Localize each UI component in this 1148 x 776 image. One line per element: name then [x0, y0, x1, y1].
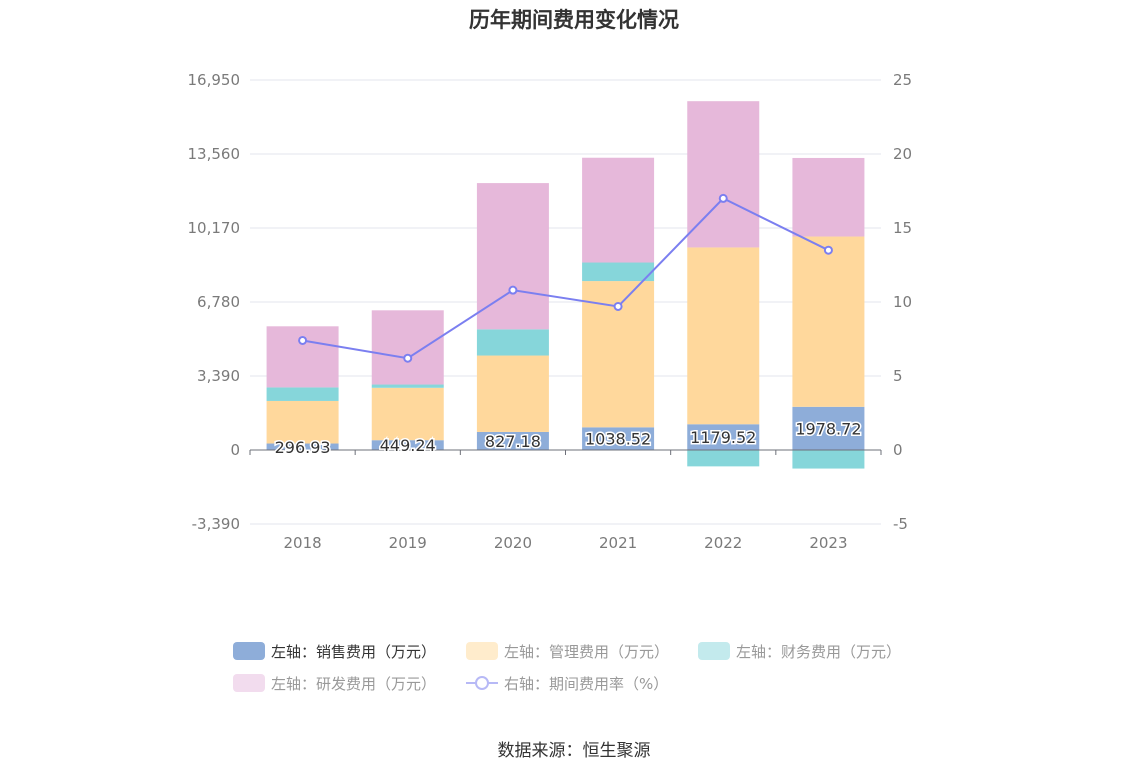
data-label: 1179.52: [690, 428, 756, 447]
bar-segment: [476, 329, 549, 356]
category-label: 2020: [494, 534, 532, 552]
data-source: 数据来源：恒生聚源: [497, 741, 651, 761]
data-label: 296.93: [275, 438, 331, 457]
legend-swatch: [233, 642, 265, 660]
bar-segment: [687, 247, 760, 425]
legend-label: 左轴：财务费用（万元）: [736, 643, 901, 661]
legend-swatch: [698, 642, 730, 660]
left-axis-tick-label: 0: [230, 441, 240, 459]
legend-label: 左轴：销售费用（万元）: [271, 643, 436, 661]
category-label: 2022: [704, 534, 742, 552]
right-axis-tick-label: 0: [893, 441, 903, 459]
bar-segment: [266, 443, 339, 450]
expense-rate-point: [718, 193, 728, 203]
left-axis-tick-label: 3,390: [197, 367, 240, 385]
right-axis-tick-label: 15: [893, 219, 912, 237]
bar-segment: [476, 355, 549, 432]
data-label: 827.18: [485, 432, 541, 451]
left-axis-tick-label: 13,560: [188, 145, 241, 163]
bar-segment: [266, 400, 339, 444]
bar-segment: [582, 262, 655, 282]
right-axis-tick-label: 10: [893, 293, 912, 311]
legend-label: 左轴：研发费用（万元）: [271, 675, 436, 693]
bar-segment: [266, 326, 339, 388]
legend-label: 右轴：期间费用率（%）: [504, 675, 668, 693]
left-axis-tick-label: 6,780: [197, 293, 240, 311]
bar-segment: [476, 431, 549, 450]
bar-segment: [792, 406, 865, 450]
category-label: 2021: [599, 534, 637, 552]
bar-segment: [792, 157, 865, 237]
data-label: 1038.52: [585, 430, 651, 449]
right-axis-tick-label: 20: [893, 145, 912, 163]
right-axis-tick-label: 5: [893, 367, 903, 385]
bar-segment: [792, 236, 865, 407]
bar-segment: [266, 387, 339, 401]
bar-segment: [371, 387, 444, 441]
chart-title: 历年期间费用变化情况: [469, 8, 679, 32]
expense-rate-line: [302, 197, 829, 360]
bar-segment: [582, 427, 655, 450]
category-label: 2023: [809, 534, 847, 552]
right-axis-tick-label: -5: [893, 515, 908, 533]
bar-segment: [371, 440, 444, 450]
legend-swatch: [233, 674, 265, 692]
bar-segment: [371, 384, 444, 388]
bar-segment: [792, 450, 865, 469]
bar-segment: [582, 157, 655, 263]
legend-label: 左轴：管理费用（万元）: [504, 643, 669, 661]
expense-rate-point: [823, 245, 833, 255]
expense-rate-point: [298, 335, 308, 345]
left-axis-tick-label: 16,950: [188, 71, 241, 89]
data-label: 449.24: [380, 436, 436, 455]
expense-rate-point: [508, 285, 518, 295]
bar-segment: [687, 424, 760, 450]
legend-swatch: [466, 642, 498, 660]
left-axis-tick-label: 10,170: [188, 219, 241, 237]
expense-rate-point: [613, 301, 623, 311]
left-axis-tick-label: -3,390: [192, 515, 240, 533]
category-label: 2019: [389, 534, 427, 552]
right-axis-tick-label: 25: [893, 71, 912, 89]
bar-segment: [687, 450, 760, 467]
legend-point-marker: [475, 676, 489, 690]
data-label: 1978.72: [795, 419, 861, 438]
bar-segment: [371, 310, 444, 385]
expense-rate-point: [403, 353, 413, 363]
category-label: 2018: [283, 534, 321, 552]
